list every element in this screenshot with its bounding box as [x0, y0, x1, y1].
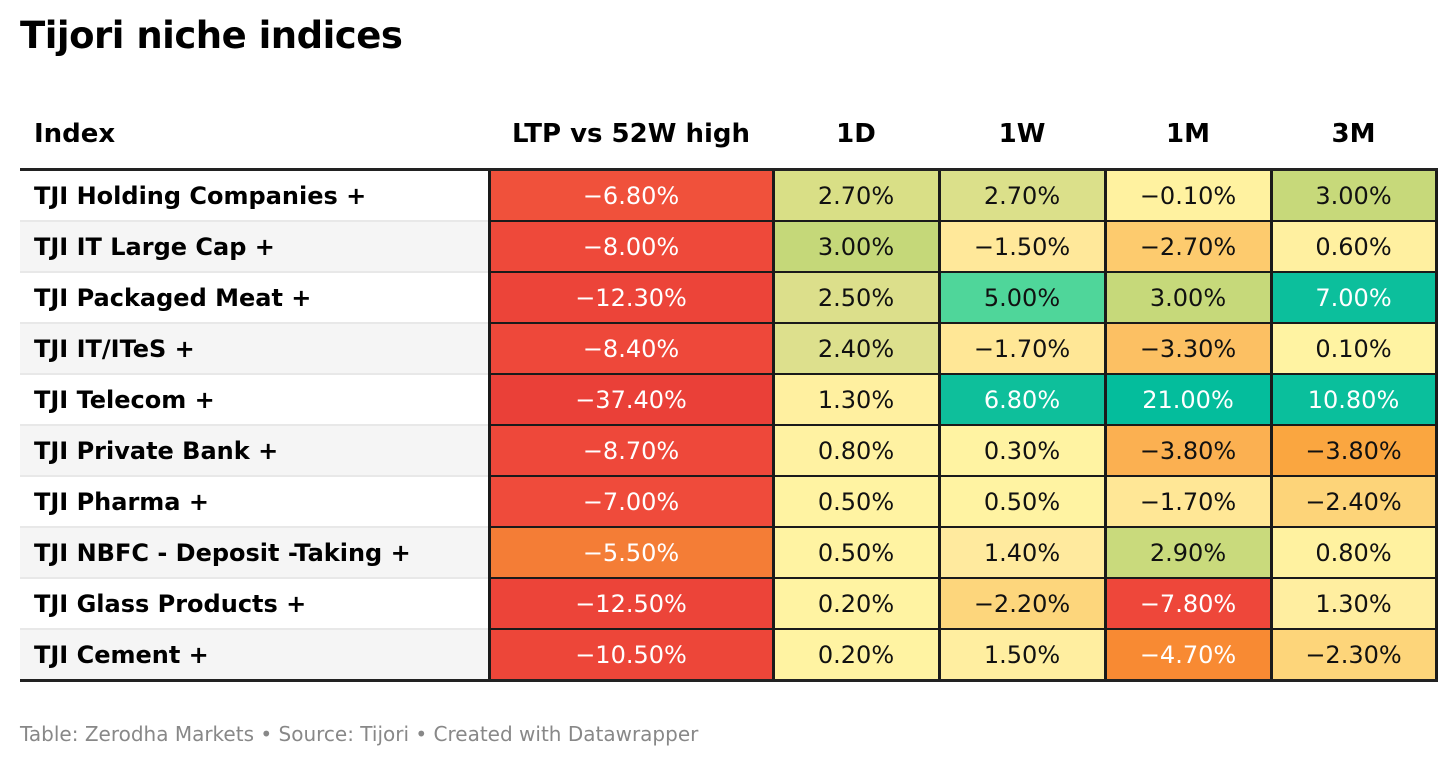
value-cell-ltp-vs-52w-high: −10.50% [487, 629, 775, 682]
source-footer: Table: Zerodha Markets • Source: Tijori … [20, 722, 699, 746]
value-cell-3m: 10.80% [1269, 374, 1438, 426]
value-cell-1d: 0.50% [771, 476, 941, 528]
value-cell-3m: 3.00% [1269, 168, 1438, 222]
column-header-index[interactable]: Index [20, 100, 489, 171]
value-cell-1w: −1.50% [937, 221, 1107, 273]
value-cell-1w: 5.00% [937, 272, 1107, 324]
value-cell-ltp-vs-52w-high: −12.30% [487, 272, 775, 324]
value-cell-1w: 0.30% [937, 425, 1107, 477]
index-name-cell: TJI Glass Products + [20, 578, 489, 630]
value-cell-1m: 3.00% [1103, 272, 1273, 324]
value-cell-1w: −2.20% [937, 578, 1107, 630]
value-cell-ltp-vs-52w-high: −8.40% [487, 323, 775, 375]
table-row: TJI Glass Products + −12.50% 0.20% −2.20% −7… [20, 578, 1438, 630]
column-header-1w[interactable]: 1W [939, 100, 1105, 171]
column-header-1d[interactable]: 1D [773, 100, 939, 171]
value-cell-3m: −2.40% [1269, 476, 1438, 528]
value-cell-ltp-vs-52w-high: −8.00% [487, 221, 775, 273]
value-cell-1w: 1.50% [937, 629, 1107, 682]
value-cell-1d: 2.70% [771, 168, 941, 222]
value-cell-1d: 3.00% [771, 221, 941, 273]
value-cell-1d: 1.30% [771, 374, 941, 426]
value-cell-ltp-vs-52w-high: −7.00% [487, 476, 775, 528]
column-header-3m[interactable]: 3M [1271, 100, 1436, 171]
value-cell-1m: −2.70% [1103, 221, 1273, 273]
value-cell-1d: 0.50% [771, 527, 941, 579]
value-cell-1m: −0.10% [1103, 168, 1273, 222]
index-name-cell: TJI Cement + [20, 629, 489, 682]
table-row: TJI Telecom + −37.40% 1.30% 6.80% 21.00% 10.8… [20, 374, 1438, 426]
value-cell-3m: 0.60% [1269, 221, 1438, 273]
value-cell-3m: 0.10% [1269, 323, 1438, 375]
table-row: TJI IT/ITeS + −8.40% 2.40% −1.70% −3.30% 0.10… [20, 323, 1438, 375]
index-name-cell: TJI Packaged Meat + [20, 272, 489, 324]
value-cell-1m: −3.30% [1103, 323, 1273, 375]
value-cell-1w: 0.50% [937, 476, 1107, 528]
table-header-row: Index LTP vs 52W high 1D 1W 1M 3M [20, 100, 1436, 171]
value-cell-1d: 0.80% [771, 425, 941, 477]
value-cell-1d: 2.40% [771, 323, 941, 375]
value-cell-1d: 0.20% [771, 578, 941, 630]
value-cell-1w: 2.70% [937, 168, 1107, 222]
value-cell-3m: 1.30% [1269, 578, 1438, 630]
table-row: TJI Cement + −10.50% 0.20% 1.50% −4.70% −2.30… [20, 629, 1438, 682]
value-cell-3m: 7.00% [1269, 272, 1438, 324]
value-cell-1m: −3.80% [1103, 425, 1273, 477]
value-cell-3m: −2.30% [1269, 629, 1438, 682]
value-cell-ltp-vs-52w-high: −5.50% [487, 527, 775, 579]
value-cell-1m: −7.80% [1103, 578, 1273, 630]
index-name-cell: TJI NBFC - Deposit -Taking + [20, 527, 489, 579]
value-cell-1w: −1.70% [937, 323, 1107, 375]
value-cell-1m: 2.90% [1103, 527, 1273, 579]
value-cell-1d: 0.20% [771, 629, 941, 682]
table-body: TJI Holding Companies + −6.80% 2.70% 2.70% −… [20, 168, 1438, 682]
value-cell-1m: 21.00% [1103, 374, 1273, 426]
index-name-cell: TJI Telecom + [20, 374, 489, 426]
column-header-1m[interactable]: 1M [1105, 100, 1271, 171]
table-row: TJI Holding Companies + −6.80% 2.70% 2.70% −… [20, 168, 1438, 222]
table-row: TJI Pharma + −7.00% 0.50% 0.50% −1.70% −2.40% [20, 476, 1438, 528]
value-cell-1m: −4.70% [1103, 629, 1273, 682]
value-cell-ltp-vs-52w-high: −6.80% [487, 168, 775, 222]
value-cell-ltp-vs-52w-high: −37.40% [487, 374, 775, 426]
value-cell-1w: 1.40% [937, 527, 1107, 579]
value-cell-1d: 2.50% [771, 272, 941, 324]
table-row: TJI NBFC - Deposit -Taking + −5.50% 0.50% 1… [20, 527, 1438, 579]
table-row: TJI Private Bank + −8.70% 0.80% 0.30% −3.80%… [20, 425, 1438, 477]
indices-table-container: Index LTP vs 52W high 1D 1W 1M 3M TJI Ho… [20, 100, 1438, 682]
column-header-ltp[interactable]: LTP vs 52W high [489, 100, 773, 171]
value-cell-1m: −1.70% [1103, 476, 1273, 528]
value-cell-ltp-vs-52w-high: −8.70% [487, 425, 775, 477]
indices-table: Index LTP vs 52W high 1D 1W 1M 3M TJI Ho… [20, 100, 1438, 682]
index-name-cell: TJI Private Bank + [20, 425, 489, 477]
index-name-cell: TJI Pharma + [20, 476, 489, 528]
value-cell-ltp-vs-52w-high: −12.50% [487, 578, 775, 630]
value-cell-1w: 6.80% [937, 374, 1107, 426]
index-name-cell: TJI IT Large Cap + [20, 221, 489, 273]
chart-title: Tijori niche indices [20, 14, 403, 57]
value-cell-3m: 0.80% [1269, 527, 1438, 579]
table-row: TJI Packaged Meat + −12.30% 2.50% 5.00% 3.00… [20, 272, 1438, 324]
table-row: TJI IT Large Cap + −8.00% 3.00% −1.50% −2.70… [20, 221, 1438, 273]
value-cell-3m: −3.80% [1269, 425, 1438, 477]
index-name-cell: TJI Holding Companies + [20, 169, 489, 222]
index-name-cell: TJI IT/ITeS + [20, 323, 489, 375]
